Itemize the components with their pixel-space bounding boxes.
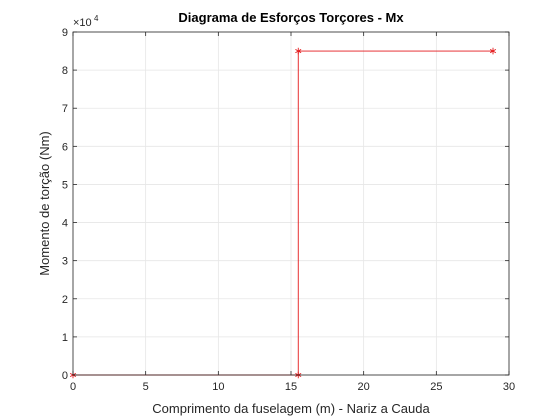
y-axis-label: Momento de torção (Nm) <box>37 131 52 276</box>
y-tick-label: 3 <box>62 256 68 268</box>
data-point-stroke <box>489 49 497 54</box>
x-tick-label: 0 <box>70 381 76 393</box>
x-tick-label: 15 <box>285 381 297 393</box>
y-tick-label: 1 <box>62 332 68 344</box>
y-tick-label: 2 <box>62 294 68 306</box>
y-tick-label: 5 <box>62 179 68 191</box>
chart-title: Diagrama de Esforços Torçores - Mx <box>178 10 404 25</box>
data-point <box>295 47 302 55</box>
x-axis-label: Comprimento da fuselagem (m) - Nariz a C… <box>152 401 430 416</box>
y-tick-label: 8 <box>62 65 68 77</box>
y-exponent-label: ×10 <box>73 17 92 29</box>
y-tick-label: 6 <box>62 141 68 153</box>
y-tick-label: 0 <box>62 370 68 382</box>
x-tick-label: 25 <box>430 381 442 393</box>
x-tick-label: 5 <box>143 381 149 393</box>
y-tick-label: 7 <box>62 103 68 115</box>
data-point <box>489 47 497 55</box>
data-point-stroke <box>295 49 302 54</box>
ticks: 0 5 10 15 20 25 30 0 1 2 3 4 5 6 7 8 9 <box>62 27 515 393</box>
x-tick-label: 30 <box>503 381 515 393</box>
y-tick-label: 4 <box>62 218 68 230</box>
x-tick-label: 20 <box>358 381 370 393</box>
x-tick-label: 10 <box>212 381 224 393</box>
y-exponent-power: 4 <box>94 14 99 23</box>
y-tick-label: 9 <box>62 27 68 39</box>
